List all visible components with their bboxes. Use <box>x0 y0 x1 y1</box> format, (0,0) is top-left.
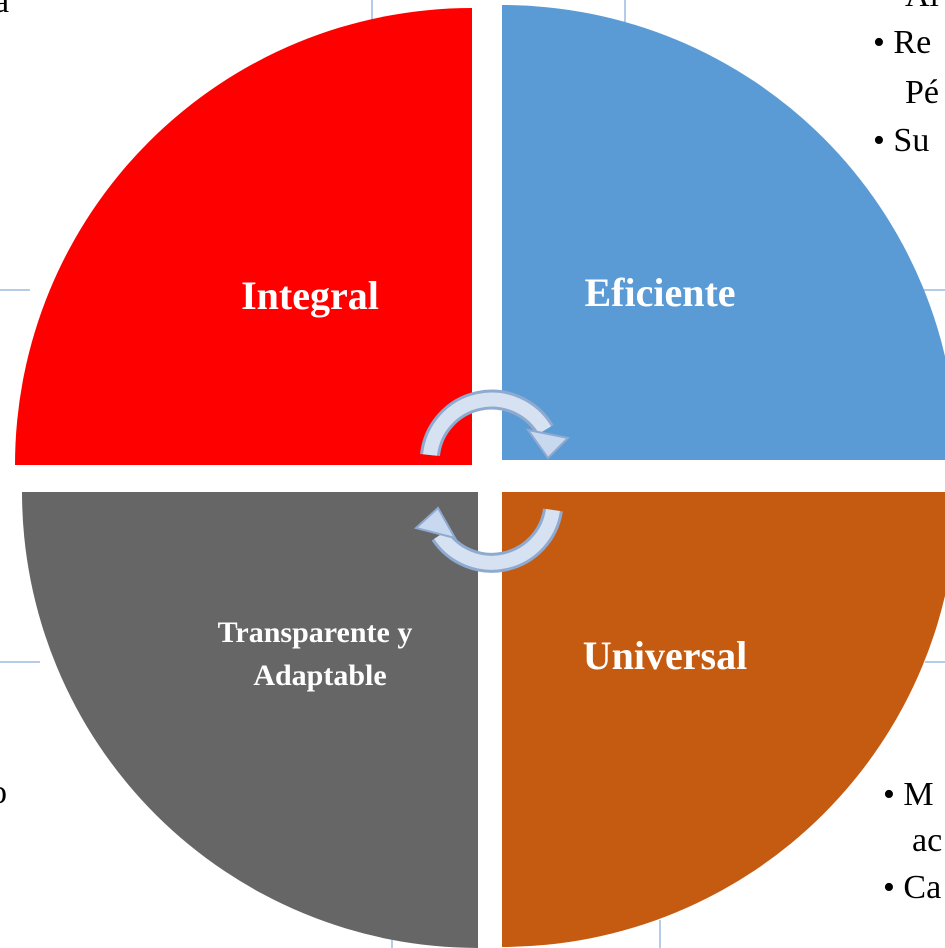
text-fragment: ac <box>912 822 942 859</box>
segment-label: Eficiente <box>584 270 735 315</box>
segment-label: Transparente y <box>218 616 413 649</box>
arrow-arc <box>423 392 552 456</box>
text-fragment: Al <box>905 0 939 14</box>
segment-label: Adaptable <box>253 659 386 692</box>
arrow-head <box>525 428 571 460</box>
text-fragment: o <box>0 774 7 811</box>
arrow-head <box>413 506 458 540</box>
segment-label: Integral <box>241 273 379 318</box>
segment-eficiente <box>502 5 945 460</box>
cycle-arrows <box>413 389 571 573</box>
segment-transparente <box>22 492 478 948</box>
text-fragment: • Su <box>873 122 929 159</box>
text-fragment: a <box>0 0 9 20</box>
text-fragment: • Re <box>873 24 931 61</box>
text-fragment: • Ca <box>883 869 941 906</box>
segment-universal <box>502 492 945 947</box>
text-fragment: Pé <box>905 74 939 111</box>
arrow-arc <box>434 508 560 570</box>
segment-label: Universal <box>583 633 747 678</box>
text-fragment: • M <box>883 776 934 813</box>
segment-integral <box>15 8 472 465</box>
